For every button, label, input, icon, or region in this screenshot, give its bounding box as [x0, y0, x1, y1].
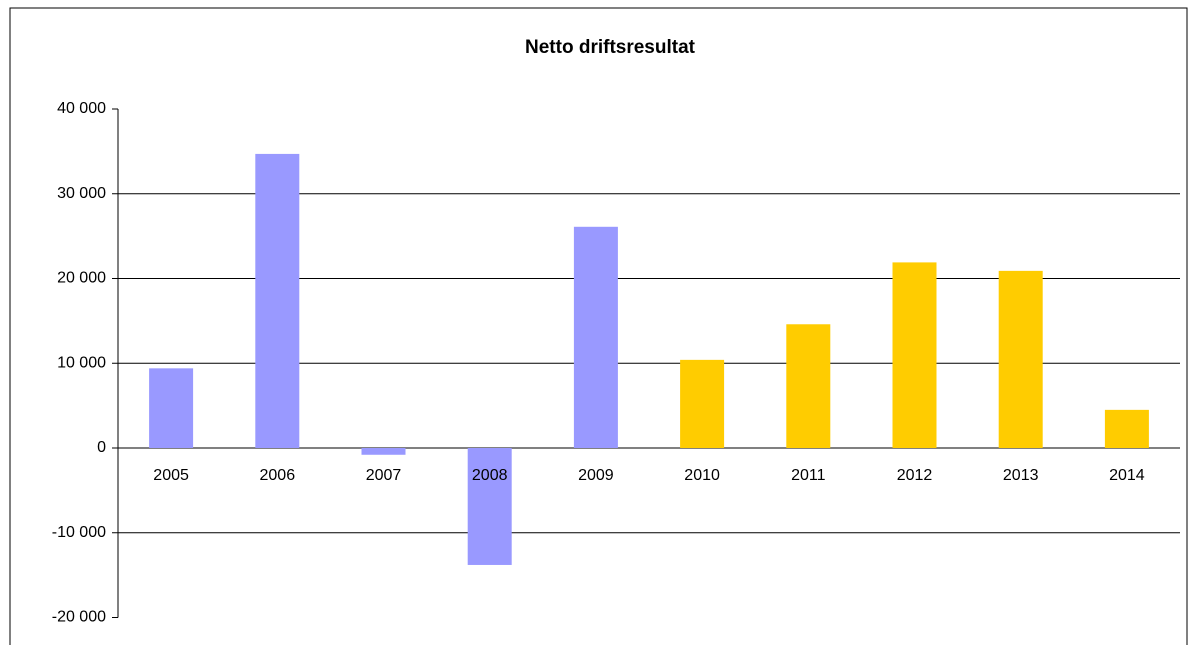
- x-tick-label: 2009: [578, 467, 614, 484]
- x-tick-label: 2012: [897, 467, 933, 484]
- x-tick-label: 2014: [1109, 467, 1145, 484]
- y-tick-label: 30 000: [57, 185, 106, 202]
- y-tick-label: 20 000: [57, 270, 106, 287]
- bar: [149, 368, 194, 448]
- bar: [892, 262, 937, 448]
- x-tick-label: 2011: [791, 467, 826, 484]
- x-tick-label: 2010: [684, 467, 720, 484]
- chart-title: Netto driftsresultat: [525, 37, 696, 58]
- bar: [786, 324, 831, 448]
- x-tick-label: 2007: [366, 467, 402, 484]
- bar: [361, 448, 406, 455]
- bar: [255, 153, 300, 449]
- y-tick-label: -20 000: [52, 609, 106, 626]
- chart-frame: [9, 7, 1188, 645]
- x-tick-label: 2006: [260, 467, 296, 484]
- bar: [573, 226, 618, 448]
- y-tick-label: 0: [97, 439, 106, 456]
- x-tick-label: 2013: [1003, 467, 1039, 484]
- x-tick-label: 2008: [472, 467, 508, 484]
- y-tick-label: 40 000: [57, 100, 106, 117]
- y-tick-label: 10 000: [57, 354, 106, 371]
- x-tick-label: 2005: [153, 467, 189, 484]
- bar: [680, 359, 725, 448]
- bar: [1104, 409, 1149, 448]
- y-tick-label: -10 000: [52, 524, 106, 541]
- bar: [998, 270, 1043, 448]
- bar: [467, 448, 512, 565]
